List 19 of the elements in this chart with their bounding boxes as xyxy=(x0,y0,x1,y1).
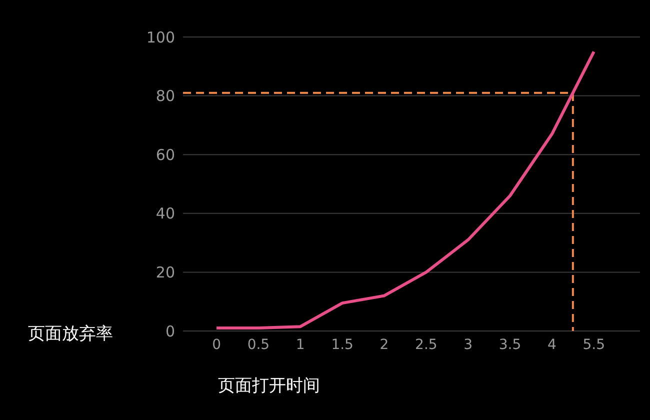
y-tick-label: 100 xyxy=(146,28,175,46)
y-axis-title: 页面放弃率 xyxy=(28,323,113,345)
x-tick-label: 1.5 xyxy=(331,336,354,353)
x-axis-title: 页面打开时间 xyxy=(218,375,320,397)
y-tick-label: 60 xyxy=(156,146,175,164)
x-tick-label: 3.5 xyxy=(498,336,522,353)
x-tick-label: 5.5 xyxy=(582,336,606,353)
x-tick-label: 2 xyxy=(380,336,389,353)
y-tick-label: 80 xyxy=(156,87,175,106)
x-tick-label: 0.5 xyxy=(247,336,270,353)
line-series xyxy=(215,50,596,330)
x-tick-label: 4 xyxy=(547,336,556,353)
x-tick-label: 1 xyxy=(296,336,305,353)
y-tick-label: 20 xyxy=(156,264,175,282)
y-tick-label: 0 xyxy=(165,322,175,340)
x-tick-label: 3 xyxy=(464,336,473,353)
x-tick-label: 0 xyxy=(212,336,221,353)
y-tick-label: 40 xyxy=(156,204,175,223)
x-tick-label: 2.5 xyxy=(415,336,438,353)
